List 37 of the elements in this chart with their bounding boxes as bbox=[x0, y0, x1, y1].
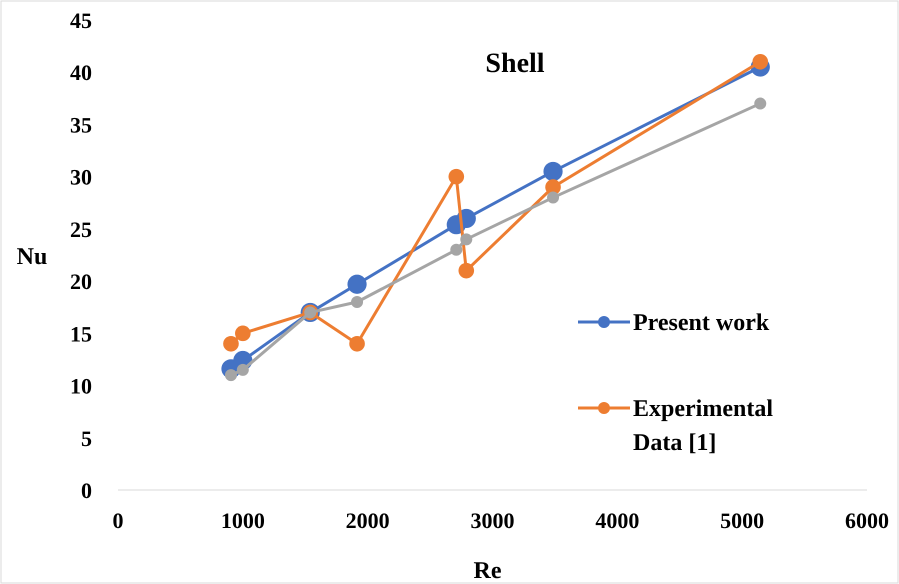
y-tick-label: 25 bbox=[70, 216, 92, 242]
y-tick-label: 20 bbox=[70, 269, 92, 294]
y-tick-label: 40 bbox=[70, 60, 92, 86]
x-tick-label: 1000 bbox=[220, 508, 265, 533]
point bbox=[458, 262, 474, 278]
y-tick-label: 35 bbox=[70, 112, 92, 138]
point bbox=[547, 192, 560, 204]
x-tick-label: 0 bbox=[112, 508, 124, 533]
point bbox=[351, 296, 364, 308]
x-tick-label: 6000 bbox=[845, 508, 889, 533]
legend-label: Experimental Data [1] bbox=[633, 396, 774, 456]
point bbox=[754, 98, 766, 110]
text: Shell bbox=[485, 48, 545, 79]
x-tick-label: 5000 bbox=[720, 508, 764, 533]
y-axis-title: Nu bbox=[16, 244, 48, 270]
x-tick-label: 4000 bbox=[595, 508, 640, 533]
point bbox=[224, 369, 237, 382]
y-tick-label: 5 bbox=[81, 426, 92, 451]
point bbox=[460, 233, 472, 246]
y-tick-label: 15 bbox=[70, 321, 92, 346]
point bbox=[349, 336, 365, 352]
y-tick-label: 30 bbox=[70, 164, 92, 190]
x-axis-title: Re bbox=[474, 558, 502, 584]
point bbox=[235, 326, 251, 342]
legend-label: Present work bbox=[633, 310, 770, 336]
y-tick-label: 0 bbox=[81, 478, 92, 503]
point bbox=[223, 336, 239, 352]
point bbox=[543, 162, 563, 182]
x-tick-label: 2000 bbox=[346, 508, 390, 533]
point bbox=[448, 168, 464, 184]
point bbox=[347, 274, 367, 294]
point bbox=[450, 244, 462, 256]
point bbox=[236, 364, 249, 376]
y-tick-label: 45 bbox=[70, 8, 92, 33]
x-tick-label: 3000 bbox=[470, 508, 514, 533]
point bbox=[752, 54, 768, 70]
y-tick-label: 10 bbox=[70, 374, 92, 399]
